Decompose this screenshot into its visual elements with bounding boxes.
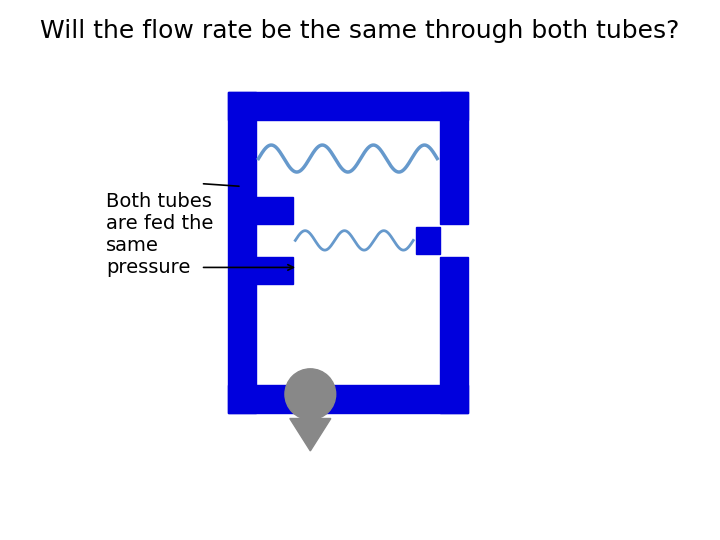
Circle shape (285, 369, 336, 420)
Polygon shape (289, 418, 330, 451)
Text: Will the flow rate be the same through both tubes?: Will the flow rate be the same through b… (40, 19, 680, 43)
Bar (228, 385, 468, 413)
Bar (256, 256, 292, 284)
Bar (440, 256, 468, 413)
Bar (440, 92, 468, 224)
Bar (228, 92, 256, 413)
Text: Both tubes
are fed the
same
pressure: Both tubes are fed the same pressure (107, 192, 214, 276)
Bar (228, 92, 468, 120)
Bar (256, 197, 292, 224)
Bar (416, 227, 440, 254)
